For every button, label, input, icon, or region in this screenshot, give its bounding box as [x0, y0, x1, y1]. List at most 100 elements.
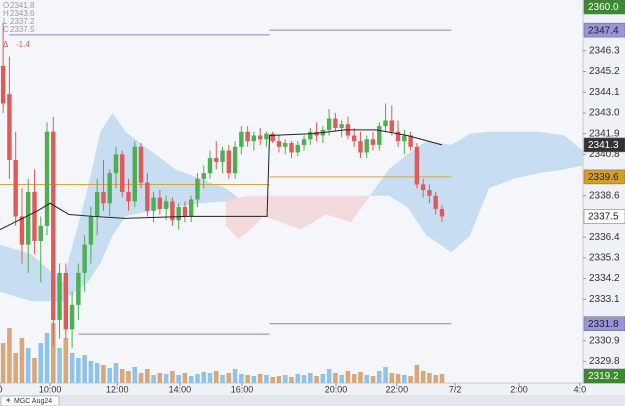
volume-bar	[50, 323, 56, 383]
candle-body	[13, 159, 18, 217]
candle-body	[377, 126, 382, 145]
volume-bar	[25, 348, 31, 383]
candle-body	[32, 191, 37, 241]
candle-body	[389, 120, 395, 132]
price-tag-label: 2347.4	[588, 25, 619, 36]
candle-body	[283, 143, 288, 147]
candle-body	[51, 131, 56, 320]
volume-bar	[276, 376, 282, 383]
candle-body	[0, 65, 6, 104]
candle-body	[276, 141, 282, 147]
volume-bar	[408, 376, 413, 383]
time-axis-bg	[0, 383, 625, 395]
price-tag-label: 2331.8	[588, 319, 619, 330]
volume-bar	[138, 373, 144, 383]
volume-bar	[132, 367, 138, 383]
candle-body	[295, 144, 300, 153]
y-tick-label: 2341.9	[589, 128, 620, 139]
candle-body	[176, 207, 181, 221]
volume-bar	[264, 375, 269, 383]
volume-bar	[82, 355, 87, 383]
candle-body	[226, 150, 232, 174]
volume-bar	[113, 363, 119, 383]
price-tag	[583, 209, 625, 224]
ohlc-value: 2341.8	[10, 1, 35, 10]
price-tag	[583, 368, 625, 384]
volume-bar	[170, 371, 175, 383]
candle-body	[182, 207, 188, 217]
volume-bar	[107, 368, 113, 383]
volume-bar	[69, 353, 75, 383]
volume-bar	[333, 373, 338, 383]
volume-bar	[76, 358, 81, 383]
candle-body	[239, 131, 244, 147]
price-tag	[583, 0, 625, 15]
y-tick-label: 2344.1	[589, 87, 620, 98]
volume-bar	[44, 333, 50, 383]
candle-body	[395, 131, 401, 142]
candle-body	[7, 94, 12, 160]
x-tick-label: 12:00	[106, 384, 129, 394]
candle-body	[57, 272, 62, 320]
candle-body	[207, 158, 213, 174]
candle-body	[370, 139, 376, 145]
candle-body	[257, 135, 263, 140]
volume-bar	[433, 375, 438, 383]
candle-body	[38, 225, 43, 241]
candle-body	[427, 190, 432, 196]
volume-bar	[251, 376, 257, 383]
candle-body	[351, 135, 357, 142]
price-tag-label: 2339.6	[588, 172, 619, 183]
x-tick-label: 2:00	[510, 384, 528, 394]
candle-body	[308, 131, 313, 140]
candle-body	[201, 173, 206, 179]
volume-bar	[182, 373, 188, 383]
volume-bar	[176, 375, 181, 383]
candle-body	[94, 191, 100, 217]
price-tag-label: 2337.5	[588, 212, 619, 223]
price-tag	[583, 22, 625, 38]
volume-bar	[213, 371, 219, 383]
candle-body	[19, 216, 25, 245]
x-tick-label: 20:00	[325, 384, 348, 394]
volume-bar	[314, 376, 319, 383]
ohlc-key: H	[3, 9, 9, 18]
volume-bar	[101, 365, 106, 383]
y-tick-label: 2340.8	[589, 149, 620, 160]
volume-bar	[439, 374, 445, 383]
candle-body	[26, 191, 31, 245]
x-tick-label: 22:00	[386, 384, 409, 394]
symbol-tab[interactable]	[0, 395, 60, 406]
candle-body	[358, 141, 363, 153]
candle-body	[439, 208, 445, 217]
x-tick-label: 14:00	[169, 384, 192, 394]
symbol-label: MGC Aug24	[14, 398, 52, 405]
volume-bar	[364, 375, 370, 383]
candle-body	[145, 182, 150, 211]
candle-body	[138, 146, 144, 183]
volume-bar	[282, 375, 288, 383]
volume-bar	[320, 374, 326, 383]
volume-bar	[63, 338, 69, 383]
ohlc-key: L	[3, 17, 8, 26]
x-tick-label: 7/2	[449, 384, 462, 394]
candle-body	[120, 154, 125, 192]
candle-body	[82, 244, 87, 273]
volume-bar	[232, 369, 238, 383]
candle-body	[220, 150, 225, 162]
candle-body	[264, 133, 269, 140]
volume-bar	[151, 375, 156, 383]
y-tick-label: 2335.3	[589, 252, 620, 263]
candle-body	[126, 191, 131, 202]
volume-bar	[94, 363, 100, 383]
volume-bar	[395, 374, 401, 383]
candle-body	[383, 120, 388, 127]
volume-bar	[427, 373, 432, 383]
volume-bar	[0, 343, 6, 383]
candle-body	[170, 201, 175, 221]
ohlc-value: 2337.5	[10, 25, 35, 34]
candle-body	[163, 201, 169, 209]
volume-bar	[339, 375, 344, 383]
ohlc-value: 2337.2	[10, 17, 35, 26]
